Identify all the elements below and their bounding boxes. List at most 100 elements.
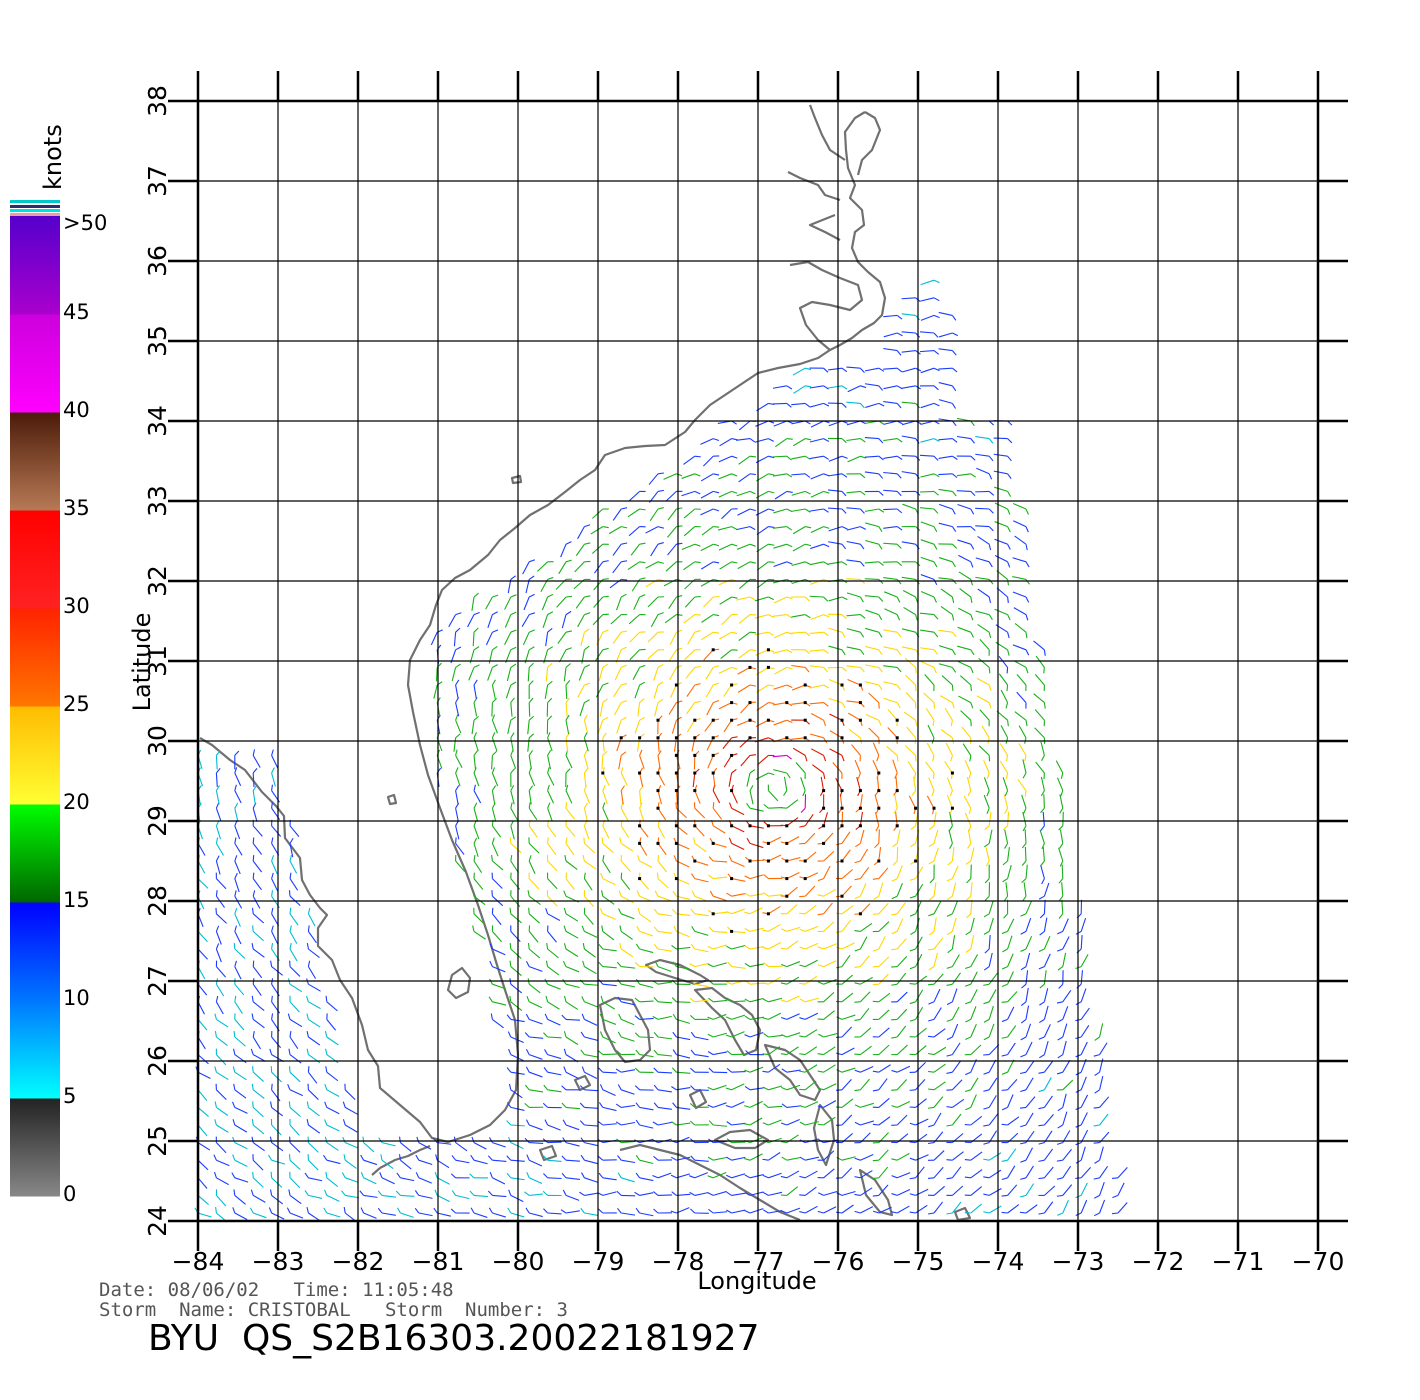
rain-flag	[730, 753, 734, 757]
wind-barb	[860, 490, 866, 496]
wind-barb	[841, 508, 847, 514]
rain-flag	[877, 806, 881, 810]
wind-vector	[823, 943, 837, 950]
wind-vector	[473, 1194, 488, 1198]
wind-barb	[637, 907, 641, 914]
wind-barb	[799, 1121, 806, 1126]
wind-vector	[455, 1142, 468, 1152]
rain-flag	[711, 648, 715, 652]
wind-barb	[768, 702, 775, 705]
wind-barb	[1007, 455, 1012, 462]
wind-barb	[542, 1190, 548, 1196]
wind-vector	[686, 684, 696, 697]
wind-vector	[878, 903, 889, 915]
wind-vector	[723, 684, 733, 697]
wind-barb	[749, 490, 756, 495]
wind-vector	[756, 702, 769, 711]
wind-barb	[878, 526, 883, 532]
wind-barb	[215, 943, 220, 950]
rain-flag	[858, 824, 862, 828]
rain-flag	[674, 683, 678, 687]
wind-vector	[860, 1066, 874, 1073]
wind-vector	[713, 1102, 727, 1108]
wind-barb	[304, 1172, 309, 1179]
wind-vector	[823, 1046, 836, 1056]
wind-barb	[780, 1053, 787, 1056]
wind-barb	[725, 1034, 732, 1038]
wind-vector	[1025, 970, 1029, 985]
rain-flag	[914, 859, 918, 863]
wind-barb	[910, 930, 916, 936]
wind-barb	[289, 855, 293, 862]
wind-vector	[547, 843, 557, 855]
rain-flag	[693, 789, 697, 793]
wind-barb	[731, 526, 738, 530]
wind-barb	[966, 913, 972, 919]
wind-vector	[683, 508, 696, 519]
wind-barb	[983, 1158, 990, 1161]
wind-vector	[920, 279, 935, 286]
wind-barb	[251, 1136, 254, 1143]
wind-barb	[565, 784, 569, 791]
wind-vector	[791, 561, 806, 567]
wind-barb	[749, 455, 757, 458]
wind-vector	[657, 1001, 673, 1004]
wind-vector	[1043, 953, 1051, 967]
wind-vector	[234, 1071, 247, 1081]
wind-barb	[841, 473, 848, 478]
wind-vector	[775, 438, 788, 448]
wind-vector	[809, 702, 824, 705]
wind-vector	[951, 972, 961, 985]
wind-barb	[725, 910, 732, 915]
wind-vector	[768, 1105, 783, 1108]
wind-barb	[528, 629, 535, 633]
wind-vector	[473, 913, 485, 925]
wind-barb	[891, 895, 898, 900]
wind-vector	[970, 882, 973, 897]
wind-vector	[921, 661, 935, 668]
wind-vector	[757, 754, 769, 765]
wind-barb	[893, 807, 898, 814]
wind-vector	[768, 1152, 781, 1161]
wind-barb	[911, 790, 917, 796]
wind-barb	[510, 785, 515, 791]
wind-barb	[455, 837, 457, 844]
wind-vector	[749, 946, 764, 950]
wind-vector	[528, 807, 538, 821]
wind-vector	[418, 1177, 432, 1184]
wind-barb	[584, 664, 591, 668]
wind-barb	[762, 946, 769, 950]
wind-barb	[749, 785, 754, 791]
wind-barb	[970, 455, 976, 461]
wind-vector	[252, 1194, 266, 1203]
wind-barb	[836, 1016, 843, 1020]
wind-vector	[363, 1142, 375, 1153]
wind-barb	[602, 595, 609, 598]
wind-vector	[841, 1167, 853, 1179]
wind-vector	[612, 631, 622, 644]
wind-vector	[988, 1044, 1000, 1055]
wind-barb	[933, 631, 939, 638]
wind-vector	[773, 649, 787, 654]
wind-vector	[768, 806, 783, 809]
wind-vector	[645, 561, 659, 569]
wind-barb	[271, 837, 274, 844]
wind-vector	[786, 1069, 801, 1073]
wind-barb	[786, 526, 793, 531]
wind-vector	[823, 1168, 835, 1179]
wind-vector	[841, 1067, 856, 1073]
wind-barb	[799, 1211, 806, 1214]
wind-vector	[289, 843, 294, 858]
wind-vector	[951, 988, 958, 1002]
wind-barb	[1057, 1018, 1064, 1023]
wind-barb	[289, 1030, 292, 1038]
wind-vector	[547, 1212, 562, 1215]
wind-barb	[1001, 1089, 1008, 1091]
wind-vector	[988, 1152, 1002, 1161]
wind-vector	[731, 878, 746, 882]
wind-barb	[872, 913, 879, 915]
wind-barb	[653, 943, 659, 950]
wind-vector	[772, 455, 787, 458]
wind-barb	[325, 1048, 328, 1055]
wind-vector	[491, 825, 502, 838]
